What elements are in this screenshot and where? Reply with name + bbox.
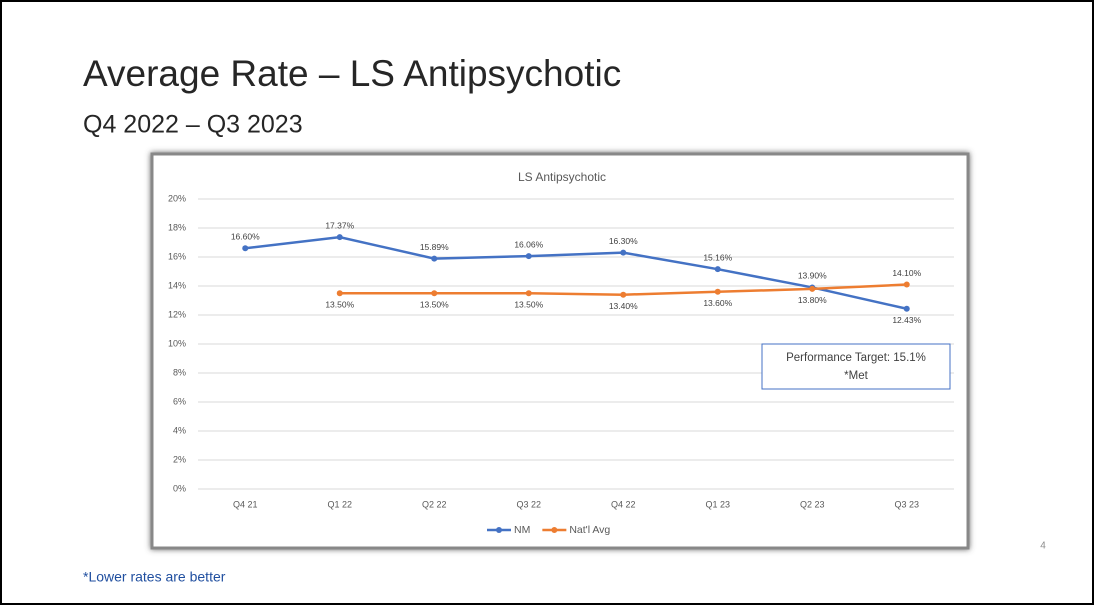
x-tick-label: Q1 23 xyxy=(705,499,730,509)
annotation-box xyxy=(761,343,951,390)
value-label: 15.16% xyxy=(703,252,732,262)
legend-label: NM xyxy=(514,524,530,536)
legend-marker xyxy=(496,527,502,533)
chart-title: LS Antipsychotic xyxy=(518,170,606,184)
value-label: 13.50% xyxy=(325,300,354,310)
slide-subtitle: Q4 2022 – Q3 2023 xyxy=(83,111,303,139)
value-label: 16.30% xyxy=(609,236,638,246)
y-tick-label: 6% xyxy=(173,396,186,406)
x-tick-label: Q2 23 xyxy=(800,499,825,509)
x-tick-label: Q4 22 xyxy=(611,499,636,509)
point xyxy=(809,285,816,292)
y-tick-label: 8% xyxy=(173,367,186,377)
y-tick-label: 14% xyxy=(168,280,186,290)
y-tick-label: 2% xyxy=(173,454,186,464)
legend-label: Nat'l Avg xyxy=(569,524,610,536)
value-label: 13.60% xyxy=(703,298,732,308)
value-label: 16.06% xyxy=(514,239,543,249)
y-tick-label: 4% xyxy=(173,425,186,435)
value-label: 14.10% xyxy=(892,268,921,278)
point xyxy=(903,305,910,312)
value-label: 12.43% xyxy=(892,315,921,325)
value-label: 15.89% xyxy=(420,242,449,252)
y-tick-label: 10% xyxy=(168,338,186,348)
point xyxy=(714,288,721,295)
value-label: 16.60% xyxy=(231,232,260,242)
point xyxy=(336,234,343,241)
value-label: 13.50% xyxy=(514,300,543,310)
point xyxy=(336,290,343,297)
slide-title: Average Rate – LS Antipsychotic xyxy=(83,53,621,94)
point xyxy=(525,290,532,297)
point xyxy=(903,281,910,288)
footnote: *Lower rates are better xyxy=(83,569,226,585)
point xyxy=(431,290,438,297)
point xyxy=(242,245,249,252)
y-tick-label: 20% xyxy=(168,193,186,203)
legend-marker xyxy=(551,527,558,533)
point xyxy=(620,291,627,298)
annotation: *Met xyxy=(844,370,868,382)
annotation: Performance Target: 15.1% xyxy=(786,352,926,364)
y-tick-label: 16% xyxy=(168,251,186,261)
y-tick-label: 12% xyxy=(168,309,186,319)
y-tick-label: 0% xyxy=(173,483,186,493)
page-number: 4 xyxy=(1040,541,1046,552)
x-tick-label: Q3 22 xyxy=(516,499,541,509)
value-label: 13.40% xyxy=(609,301,638,311)
value-label: 13.50% xyxy=(420,300,449,310)
x-tick-label: Q3 23 xyxy=(894,499,919,509)
value-label: 13.80% xyxy=(798,295,827,305)
point xyxy=(714,266,721,273)
y-tick-label: 18% xyxy=(168,222,186,232)
point xyxy=(431,255,438,262)
x-tick-label: Q4 21 xyxy=(233,499,258,509)
point xyxy=(620,249,627,256)
point xyxy=(525,253,532,260)
value-label: 17.37% xyxy=(325,220,354,230)
x-tick-label: Q2 22 xyxy=(422,499,447,509)
x-tick-label: Q1 22 xyxy=(327,499,352,509)
series-line xyxy=(245,235,908,310)
value-label: 13.90% xyxy=(798,271,827,281)
